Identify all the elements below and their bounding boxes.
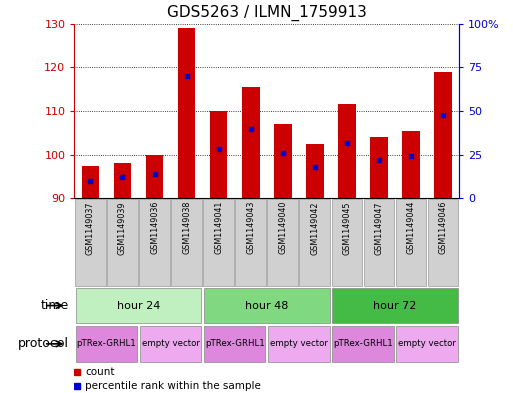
Bar — [370, 137, 388, 198]
Text: GSM1149041: GSM1149041 — [214, 201, 223, 255]
Text: GSM1149045: GSM1149045 — [342, 201, 351, 255]
Text: GSM1149047: GSM1149047 — [374, 201, 384, 255]
Text: pTRex-GRHL1: pTRex-GRHL1 — [76, 340, 136, 348]
Text: GSM1149036: GSM1149036 — [150, 201, 159, 255]
Text: count: count — [85, 367, 115, 377]
Bar — [75, 326, 137, 362]
Bar — [146, 155, 163, 198]
Bar — [114, 163, 131, 198]
Bar — [306, 144, 324, 198]
Bar — [396, 199, 426, 286]
Text: time: time — [41, 299, 69, 312]
Bar — [82, 166, 99, 198]
Text: GSM1149042: GSM1149042 — [310, 201, 320, 255]
Bar — [139, 199, 170, 286]
Text: GSM1149043: GSM1149043 — [246, 201, 255, 255]
Bar — [332, 288, 458, 323]
Bar — [107, 199, 138, 286]
Text: GSM1149039: GSM1149039 — [118, 201, 127, 255]
Text: hour 48: hour 48 — [245, 301, 288, 310]
Bar — [267, 199, 298, 286]
Text: GSM1149038: GSM1149038 — [182, 201, 191, 255]
Bar — [171, 199, 202, 286]
Bar — [235, 199, 266, 286]
Text: percentile rank within the sample: percentile rank within the sample — [85, 381, 261, 391]
Bar — [364, 199, 394, 286]
Text: pTRex-GRHL1: pTRex-GRHL1 — [333, 340, 393, 348]
Text: GSM1149037: GSM1149037 — [86, 201, 95, 255]
Bar — [274, 124, 291, 198]
Bar — [203, 199, 234, 286]
Bar — [435, 72, 452, 198]
Text: hour 72: hour 72 — [373, 301, 417, 310]
Bar — [396, 326, 458, 362]
Bar — [428, 199, 459, 286]
Bar — [204, 288, 329, 323]
Bar — [300, 199, 330, 286]
Bar — [268, 326, 329, 362]
Bar — [140, 326, 201, 362]
Bar — [332, 326, 394, 362]
Text: GSM1149046: GSM1149046 — [439, 201, 448, 255]
Text: empty vector: empty vector — [398, 340, 456, 348]
Title: GDS5263 / ILMN_1759913: GDS5263 / ILMN_1759913 — [167, 5, 367, 21]
Bar — [210, 111, 227, 198]
Text: protocol: protocol — [18, 337, 69, 351]
Text: empty vector: empty vector — [270, 340, 328, 348]
Text: pTRex-GRHL1: pTRex-GRHL1 — [205, 340, 265, 348]
Text: hour 24: hour 24 — [117, 301, 160, 310]
Text: empty vector: empty vector — [142, 340, 200, 348]
Bar — [242, 87, 260, 198]
Bar — [338, 105, 356, 198]
Bar — [331, 199, 362, 286]
Bar — [75, 288, 201, 323]
Bar — [75, 199, 106, 286]
Bar — [178, 28, 195, 198]
Bar — [204, 326, 265, 362]
Text: GSM1149040: GSM1149040 — [278, 201, 287, 255]
Bar — [402, 131, 420, 198]
Text: GSM1149044: GSM1149044 — [406, 201, 416, 255]
